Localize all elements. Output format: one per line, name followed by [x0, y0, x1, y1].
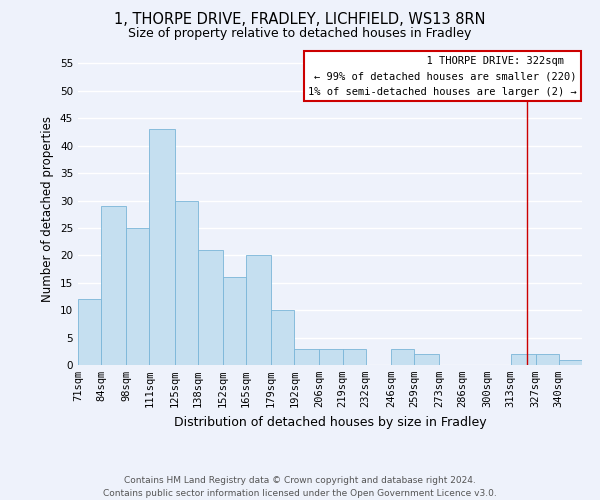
Bar: [559, 360, 582, 365]
Y-axis label: Number of detached properties: Number of detached properties: [41, 116, 55, 302]
Bar: [414, 354, 439, 365]
Bar: [294, 348, 319, 365]
Bar: [246, 256, 271, 365]
Bar: [271, 310, 294, 365]
Bar: [223, 278, 246, 365]
Bar: [511, 354, 536, 365]
Bar: [149, 130, 175, 365]
Bar: [175, 200, 198, 365]
Bar: [198, 250, 223, 365]
Bar: [78, 299, 101, 365]
Bar: [319, 348, 343, 365]
Text: Contains HM Land Registry data © Crown copyright and database right 2024.
Contai: Contains HM Land Registry data © Crown c…: [103, 476, 497, 498]
Bar: [391, 348, 414, 365]
Text: Size of property relative to detached houses in Fradley: Size of property relative to detached ho…: [128, 28, 472, 40]
Bar: [343, 348, 366, 365]
X-axis label: Distribution of detached houses by size in Fradley: Distribution of detached houses by size …: [173, 416, 487, 428]
Text: 1 THORPE DRIVE: 322sqm  
← 99% of detached houses are smaller (220)
1% of semi-d: 1 THORPE DRIVE: 322sqm ← 99% of detached…: [308, 56, 577, 97]
Bar: [101, 206, 126, 365]
Text: 1, THORPE DRIVE, FRADLEY, LICHFIELD, WS13 8RN: 1, THORPE DRIVE, FRADLEY, LICHFIELD, WS1…: [114, 12, 486, 28]
Bar: [536, 354, 559, 365]
Bar: [126, 228, 149, 365]
